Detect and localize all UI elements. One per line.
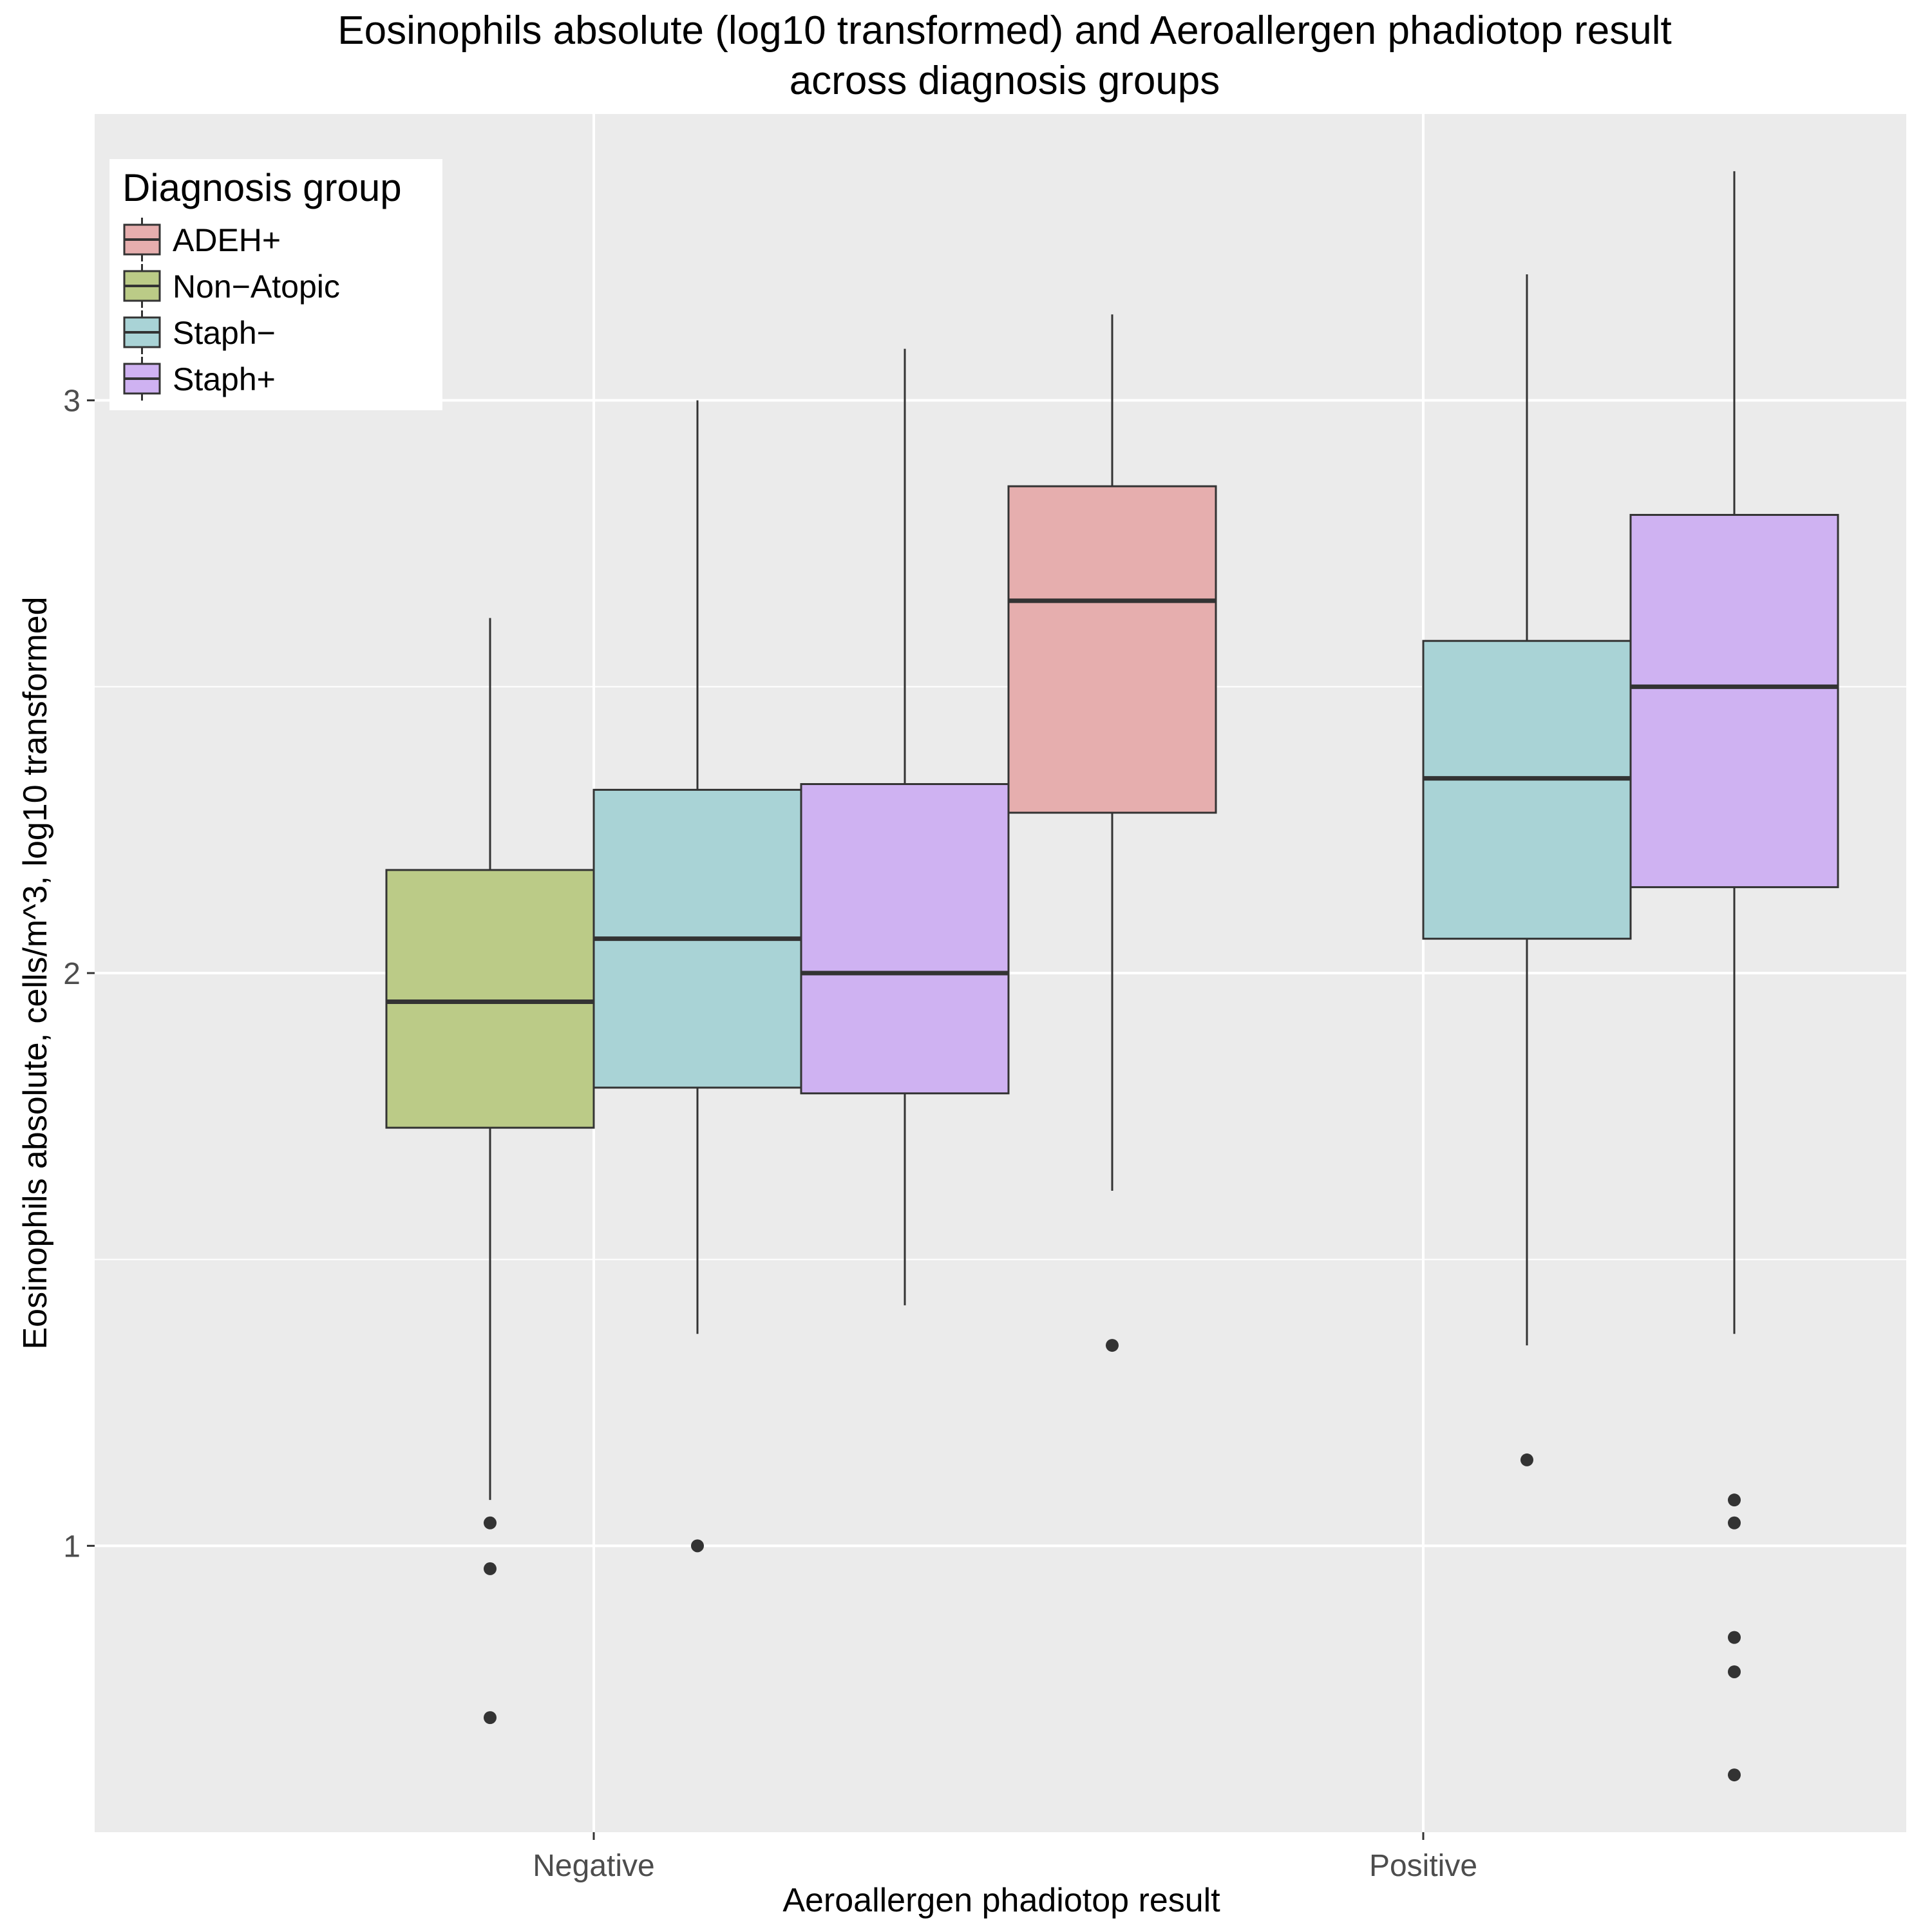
boxplot-negative-Staph+: [800, 348, 1010, 1305]
legend-label: Non−Atopic: [173, 269, 340, 305]
box-iqr: [1007, 485, 1217, 814]
boxplot-positive-ADEH+: [1007, 314, 1217, 1352]
y-tick-label: 2: [63, 957, 80, 991]
x-axis-label: Aeroallergen phadiotop result: [782, 1882, 1220, 1919]
legend-item: Staph+: [123, 357, 276, 401]
box-iqr: [800, 783, 1010, 1095]
y-axis-label: Eosinophils absolute, cells/m^3, log10 t…: [17, 596, 54, 1349]
legend: Diagnosis group ADEH+ Non−Atopic Staph− Sta…: [109, 159, 442, 410]
x-tick-label: Positive: [1369, 1849, 1477, 1883]
legend-label: ADEH+: [173, 222, 281, 258]
x-tick-label: Negative: [533, 1849, 654, 1883]
chart-title-line1: Eosinophils absolute (log10 transformed)…: [337, 8, 1671, 53]
legend-item: ADEH+: [123, 218, 281, 261]
chart-title-line2: across diagnosis groups: [790, 59, 1220, 103]
outlier-point: [1728, 1516, 1741, 1530]
outlier-point: [1728, 1768, 1741, 1782]
legend-item: Non−Atopic: [123, 264, 340, 308]
outlier-point: [484, 1562, 497, 1575]
y-tick-label: 3: [63, 384, 80, 419]
outlier-point: [1106, 1339, 1119, 1352]
boxplot-negative-Non−Atopic: [385, 618, 595, 1725]
boxplot-positive-Staph+: [1629, 171, 1839, 1782]
boxplot-negative-Staph−: [592, 400, 802, 1553]
outlier-point: [1728, 1493, 1741, 1507]
outlier-point: [484, 1516, 497, 1530]
box-iqr: [1629, 514, 1839, 889]
outlier-point: [1728, 1631, 1741, 1644]
outlier-point: [1728, 1665, 1741, 1678]
y-tick-label: 1: [63, 1530, 80, 1564]
legend-item: Staph−: [123, 310, 276, 354]
outlier-point: [484, 1711, 497, 1725]
outlier-point: [1520, 1453, 1533, 1466]
box-iqr: [385, 869, 595, 1129]
legend-background: [109, 159, 442, 410]
legend-label: Staph+: [173, 361, 276, 397]
box-iqr: [1422, 639, 1632, 940]
legend-label: Staph−: [173, 315, 276, 351]
legend-title: Diagnosis group: [122, 166, 402, 209]
outlier-point: [691, 1539, 704, 1553]
